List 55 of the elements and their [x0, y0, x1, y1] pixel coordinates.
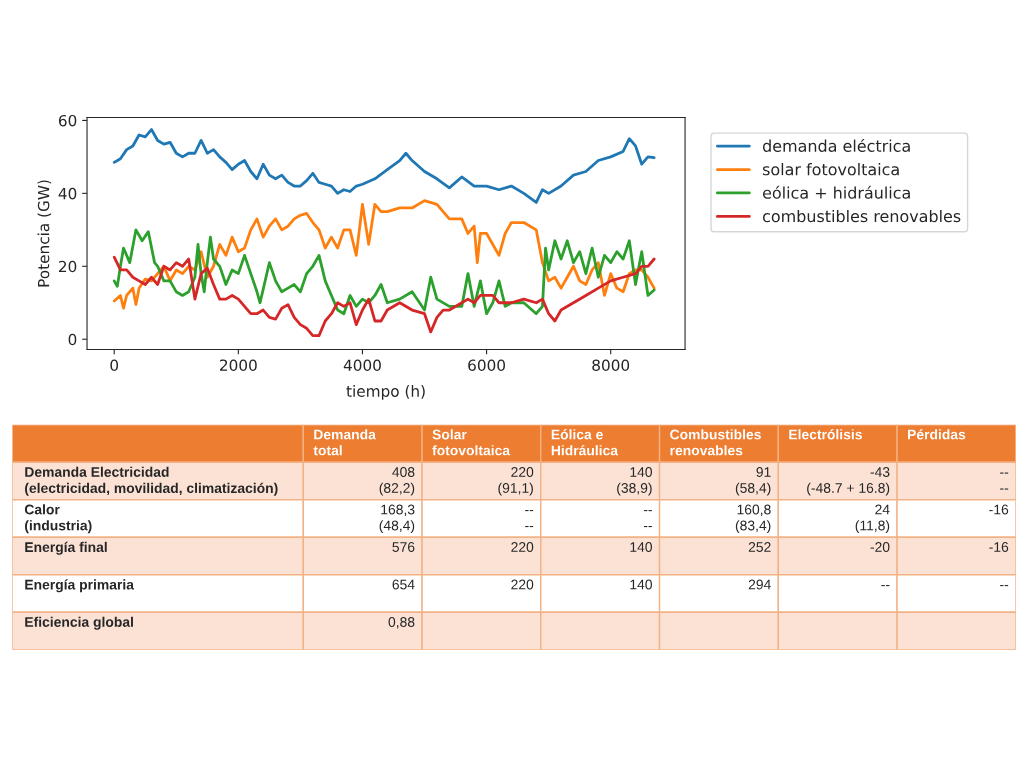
- text: -- --: [525, 510, 534, 528]
- y-axis-title: Potencia (GW): [37, 180, 52, 287]
- x-tick-label: 2000: [220, 359, 257, 371]
- text: --: [1000, 585, 1009, 587]
- legend-label: solar fotovoltaica: [762, 162, 899, 176]
- text: 220: [511, 542, 534, 552]
- text: 140: [630, 579, 652, 590]
- text: -16: [989, 542, 1009, 552]
- text: 168,3 (48,4): [379, 504, 415, 534]
- y-tick-label: 60: [58, 114, 77, 127]
- text: -- --: [1000, 472, 1009, 490]
- text: 91 (58,4): [735, 467, 771, 496]
- line-series: [112, 228, 656, 316]
- category-label: Eficiencia global: [25, 616, 133, 630]
- text: 220: [511, 579, 534, 590]
- text: 0,88: [388, 617, 415, 629]
- text: 408 (82,2): [379, 467, 415, 496]
- text: 140 (38,9): [617, 467, 652, 496]
- category-label: Demanda total: [313, 429, 376, 456]
- text: --: [881, 585, 890, 587]
- text: 654: [392, 579, 415, 590]
- category-label: Energía final: [25, 541, 107, 555]
- category-label: Demanda Electricidad (electricidad, movilidad, climatización): [25, 466, 278, 496]
- y-tick-label: 20: [59, 260, 77, 273]
- legend-label: combustibles renovables: [762, 209, 961, 223]
- text: -43 (-48.7 + 16.8): [807, 467, 890, 496]
- x-tick-label: 0: [110, 359, 119, 371]
- text: 576: [392, 542, 415, 552]
- text: -- --: [643, 510, 652, 528]
- legend-label: eólica + hidráulica: [762, 185, 910, 199]
- y-tick-label: 0: [68, 333, 77, 346]
- line-series: [112, 128, 656, 204]
- text: 24 (11,8): [855, 504, 890, 534]
- x-tick-label: 6000: [468, 359, 506, 371]
- x-tick-label: 4000: [343, 359, 381, 371]
- line-series: [112, 199, 656, 310]
- category-label: Solar fotovoltaica: [432, 429, 511, 456]
- text: 252: [748, 542, 771, 552]
- text: 220 (91,1): [498, 467, 534, 496]
- x-tick-label: 8000: [592, 359, 630, 371]
- text: 160,8 (83,4): [735, 504, 771, 534]
- text: 294: [748, 579, 771, 590]
- legend-label: demanda eléctrica: [762, 138, 910, 152]
- text: 140: [630, 542, 652, 552]
- text: -20: [870, 542, 890, 552]
- y-tick-label: 40: [58, 187, 77, 200]
- line-series: [112, 255, 656, 337]
- category-label: Eólica e Hidráulica: [551, 429, 619, 456]
- category-label: Combustibles renovables: [670, 429, 761, 456]
- category-label: Calor (industria): [24, 504, 92, 534]
- text: -16: [989, 504, 1009, 515]
- category-label: Pérdidas: [908, 429, 966, 440]
- category-label: Electrólisis: [789, 429, 862, 440]
- x-axis-title: tiempo (h): [346, 385, 425, 400]
- category-label: Energía primaria: [25, 579, 135, 593]
